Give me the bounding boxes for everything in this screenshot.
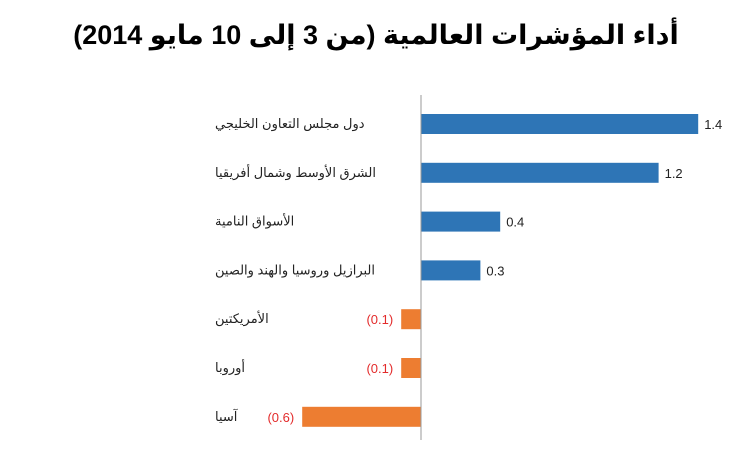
category-label: الشرق الأوسط وشمال أفريقيا	[215, 164, 376, 181]
category-label: دول مجلس التعاون الخليجي	[215, 116, 365, 132]
data-label: (0.6)	[267, 410, 294, 425]
category-label: البرازيل وروسيا والهند والصين	[215, 262, 375, 278]
bar	[421, 211, 501, 232]
bar	[302, 406, 421, 427]
bar	[421, 260, 481, 281]
data-label: 0.3	[486, 263, 504, 278]
bar	[421, 114, 699, 134]
data-label: 0.4	[506, 215, 524, 230]
bars-group	[302, 114, 699, 427]
data-label: 1.4	[704, 117, 722, 132]
category-label: آسيا	[215, 408, 239, 424]
category-label: الأسواق النامية	[215, 213, 294, 230]
chart-title: أداء المؤشرات العالمية (من 3 إلى 10 مايو…	[73, 20, 679, 50]
data-label: 1.2	[665, 166, 683, 181]
bar	[421, 162, 659, 183]
bar	[401, 309, 421, 330]
category-label: الأمريكتين	[215, 310, 269, 327]
category-label: أوروبا	[215, 359, 245, 376]
bar	[401, 358, 421, 378]
data-label: (0.1)	[366, 361, 393, 376]
category-labels: دول مجلس التعاون الخليجي الشرق الأوسط وشم…	[215, 116, 376, 424]
value-labels: 1.4 1.2 0.4 0.3 (0.1) (0.1) (0.6)	[267, 117, 722, 425]
data-label: (0.1)	[366, 312, 393, 327]
